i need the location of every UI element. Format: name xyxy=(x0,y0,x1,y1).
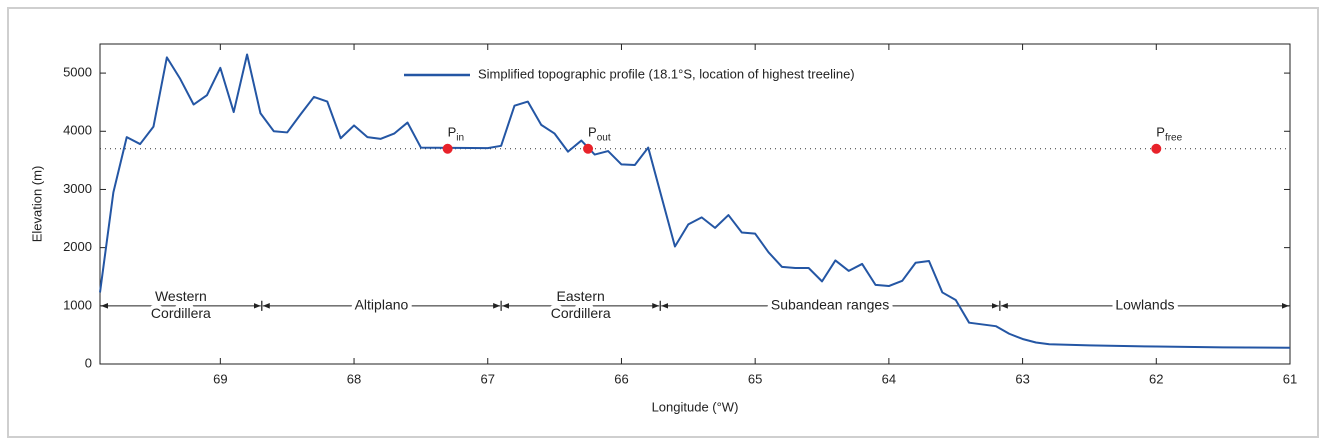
point xyxy=(1151,143,1162,154)
x-tick-label: 64 xyxy=(882,371,896,386)
point-label-main: P xyxy=(448,125,457,140)
region-label: Altiplano xyxy=(355,297,409,313)
x-tick-label: 68 xyxy=(347,371,361,386)
y-axis-label: Elevation (m) xyxy=(29,166,44,243)
y-tick-label: 2000 xyxy=(63,239,92,254)
point-label-main: P xyxy=(1156,125,1165,140)
y-tick-label: 1000 xyxy=(63,297,92,312)
region-label: Lowlands xyxy=(1115,297,1174,313)
y-tick-label: 4000 xyxy=(63,123,92,138)
x-tick-label: 63 xyxy=(1015,371,1029,386)
point-label-sub: in xyxy=(456,132,464,143)
point xyxy=(442,143,453,154)
plot-area xyxy=(99,43,1291,365)
point-label-main: P xyxy=(588,125,597,140)
region-label: Eastern xyxy=(557,288,605,304)
legend-label: Simplified topographic profile (18.1°S, … xyxy=(478,66,855,81)
x-tick-label: 67 xyxy=(481,371,495,386)
point-label: Pfree xyxy=(1156,125,1182,143)
x-tick-label: 62 xyxy=(1149,371,1163,386)
frame xyxy=(7,7,1319,438)
region-label: Subandean ranges xyxy=(771,297,889,313)
x-tick-label: 66 xyxy=(614,371,628,386)
profile-line xyxy=(99,53,1291,349)
point xyxy=(583,143,594,154)
region-label: Western xyxy=(155,288,207,304)
x-tick-label: 65 xyxy=(748,371,762,386)
x-tick-label: 69 xyxy=(213,371,227,386)
y-tick-label: 0 xyxy=(85,355,92,370)
point-label-sub: free xyxy=(1165,132,1183,143)
y-tick-label: 3000 xyxy=(63,181,92,196)
point-label-sub: out xyxy=(597,132,611,143)
x-tick-label: 61 xyxy=(1283,371,1297,386)
point-label: Pin xyxy=(448,125,464,143)
x-axis-label: Longitude (°W) xyxy=(652,399,739,414)
region-label: Cordillera xyxy=(151,305,211,321)
region-label: Cordillera xyxy=(551,305,611,321)
y-tick-label: 5000 xyxy=(63,65,92,80)
point-label: Pout xyxy=(588,125,611,143)
